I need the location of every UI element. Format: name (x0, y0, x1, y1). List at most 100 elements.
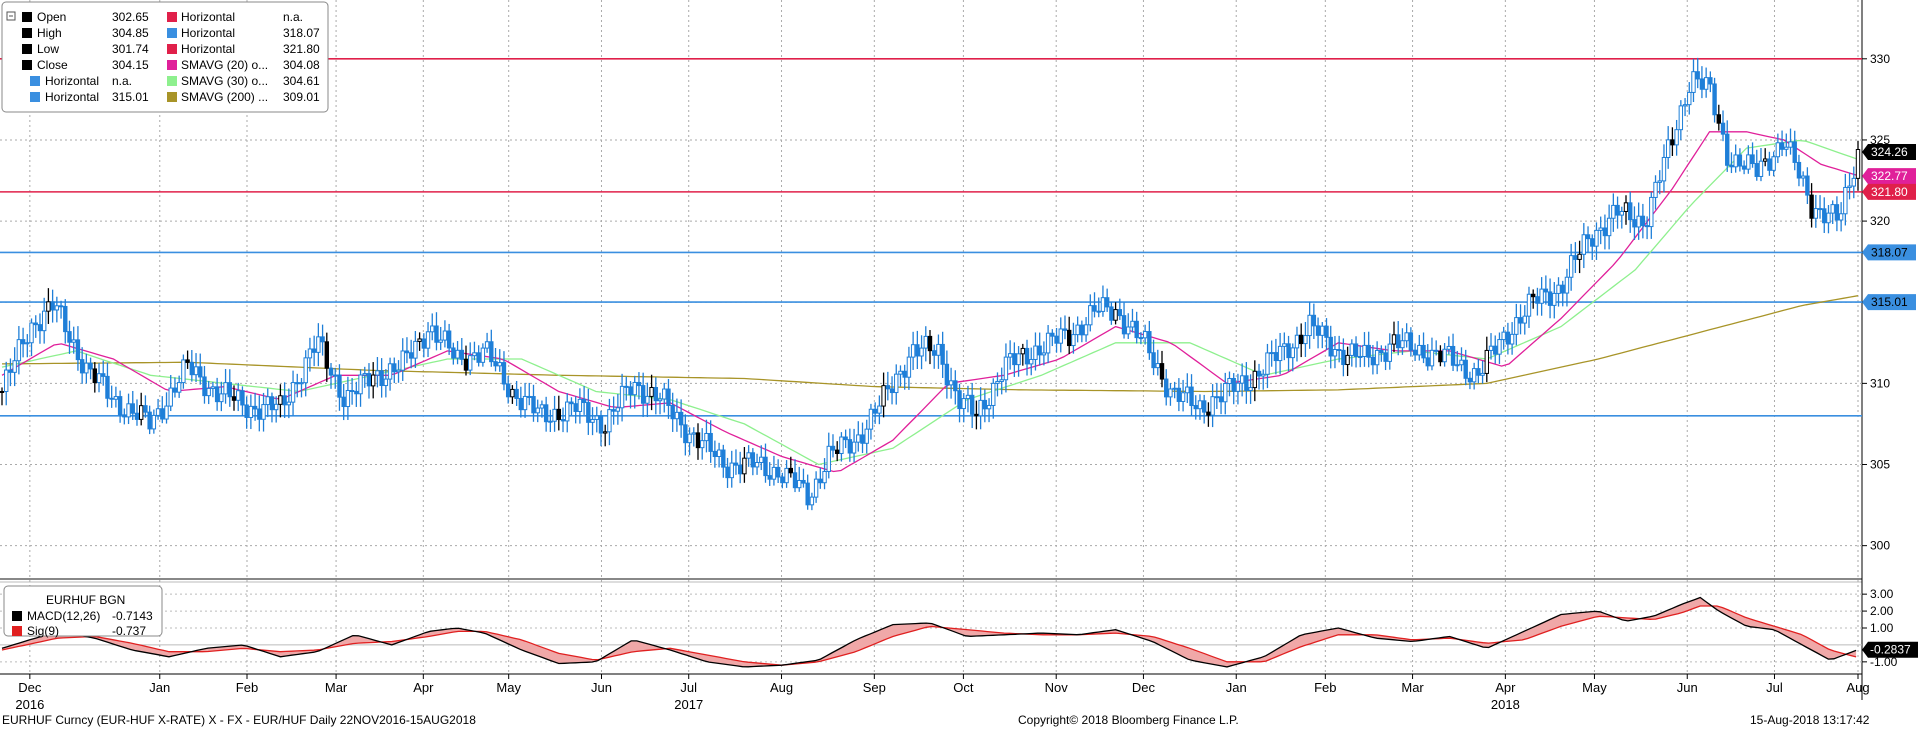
ohlc-body (1568, 255, 1574, 278)
ohlc-body (746, 452, 751, 459)
ohlc-body (919, 347, 924, 357)
ohlc-body (1227, 377, 1232, 385)
ohlc-body (273, 403, 279, 411)
ohlc-body (813, 478, 819, 498)
ohlc-body (1079, 324, 1085, 336)
price-tag (1862, 183, 1916, 200)
ohlc-body (742, 457, 747, 475)
macd-tick-label: -1.00 (1870, 655, 1898, 669)
ohlc-body (84, 362, 89, 374)
month-label: Oct (953, 680, 974, 695)
ohlc-body (560, 419, 566, 422)
ohlc-body (982, 399, 988, 410)
ohlc-body (953, 380, 958, 392)
ohlc-body (543, 404, 549, 423)
ohlc-body (459, 349, 464, 360)
legend-swatch (22, 60, 32, 70)
ohlc-body (438, 339, 443, 343)
ohlc-body (155, 408, 161, 416)
ohlc-body (134, 412, 140, 420)
ohlc-body (640, 385, 646, 404)
ohlc-body (193, 366, 199, 376)
ohlc-body (881, 385, 886, 407)
ohlc-body (978, 399, 983, 417)
ohlc-body (1290, 347, 1295, 359)
ohlc-body (1189, 386, 1194, 407)
month-label: Aug (1846, 680, 1869, 695)
ohlc-body (885, 385, 891, 390)
ohlc-body (1459, 359, 1464, 366)
ohlc-body (1130, 320, 1135, 328)
ohlc-body (784, 467, 789, 484)
ohlc-body (1041, 352, 1047, 356)
ohlc-body (1805, 175, 1810, 196)
ohlc-body (324, 341, 330, 369)
ohlc-body (801, 479, 806, 484)
ohlc-body (1168, 388, 1173, 398)
legend-value: 302.65 (112, 10, 149, 24)
ohlc-body (392, 363, 397, 373)
ohlc-body (345, 390, 351, 408)
ohlc-body (1024, 347, 1030, 365)
price-tag-label: 321.80 (1871, 185, 1908, 199)
ohlc-body (666, 388, 671, 406)
macd-tick-label: 1.00 (1870, 621, 1894, 635)
ohlc-body (1341, 349, 1346, 366)
ohlc-body (1218, 396, 1224, 403)
ohlc-body (531, 396, 536, 414)
ohlc-body (1197, 400, 1203, 410)
month-label: Jun (591, 680, 612, 695)
ohlc-body (965, 394, 971, 400)
ohlc-body (1644, 225, 1650, 228)
ohlc-body (1547, 291, 1553, 306)
ohlc-body (1767, 158, 1772, 171)
ohlc-body (210, 386, 216, 389)
ohlc-body (1071, 334, 1076, 347)
ohlc-body (999, 379, 1004, 382)
ohlc-body (1632, 219, 1637, 228)
legend-swatch (22, 28, 32, 38)
ohlc-body (1518, 317, 1523, 324)
ohlc-body (160, 408, 165, 420)
ohlc-body (67, 331, 72, 343)
ohlc-body (649, 386, 654, 397)
ohlc-body (700, 440, 705, 449)
ohlc-body (1687, 91, 1692, 106)
ohlc-body (1159, 363, 1165, 380)
legend-value: 318.07 (283, 26, 320, 40)
ohlc-body (1796, 161, 1802, 179)
ohlc-body (1433, 349, 1439, 352)
ohlc-body (176, 382, 182, 393)
ohlc-body (565, 401, 570, 422)
ohlc-body (1463, 359, 1468, 379)
ohlc-body (1324, 325, 1329, 338)
ohlc-body (636, 381, 642, 387)
ohlc-body (864, 428, 869, 444)
ohlc-body (932, 350, 937, 356)
ohlc-body (214, 386, 220, 403)
ohlc-body (1598, 227, 1603, 231)
ohlc-body (969, 394, 975, 415)
ohlc-body (1007, 353, 1013, 358)
price-tick-label: 320 (1870, 214, 1890, 228)
ohlc-body (1429, 349, 1435, 367)
ohlc-body (1606, 217, 1612, 237)
ohlc-body (797, 479, 802, 489)
ohlc-body (683, 424, 688, 444)
ohlc-body (311, 348, 317, 353)
ohlc-body (898, 370, 903, 375)
ohlc-body (1029, 358, 1034, 365)
sma30-path (1, 139, 1859, 466)
ohlc-body (248, 405, 254, 418)
ohlc-body (41, 310, 47, 332)
ohlc-body (1396, 334, 1401, 349)
ohlc-body (1273, 352, 1279, 362)
ohlc-body (678, 411, 684, 426)
ohlc-body (316, 336, 321, 353)
ohlc-body (518, 397, 524, 411)
legend-swatch (167, 60, 177, 70)
ohlc-body (278, 395, 283, 405)
ohlc-body (1142, 331, 1148, 339)
legend-box (1, 1, 329, 113)
